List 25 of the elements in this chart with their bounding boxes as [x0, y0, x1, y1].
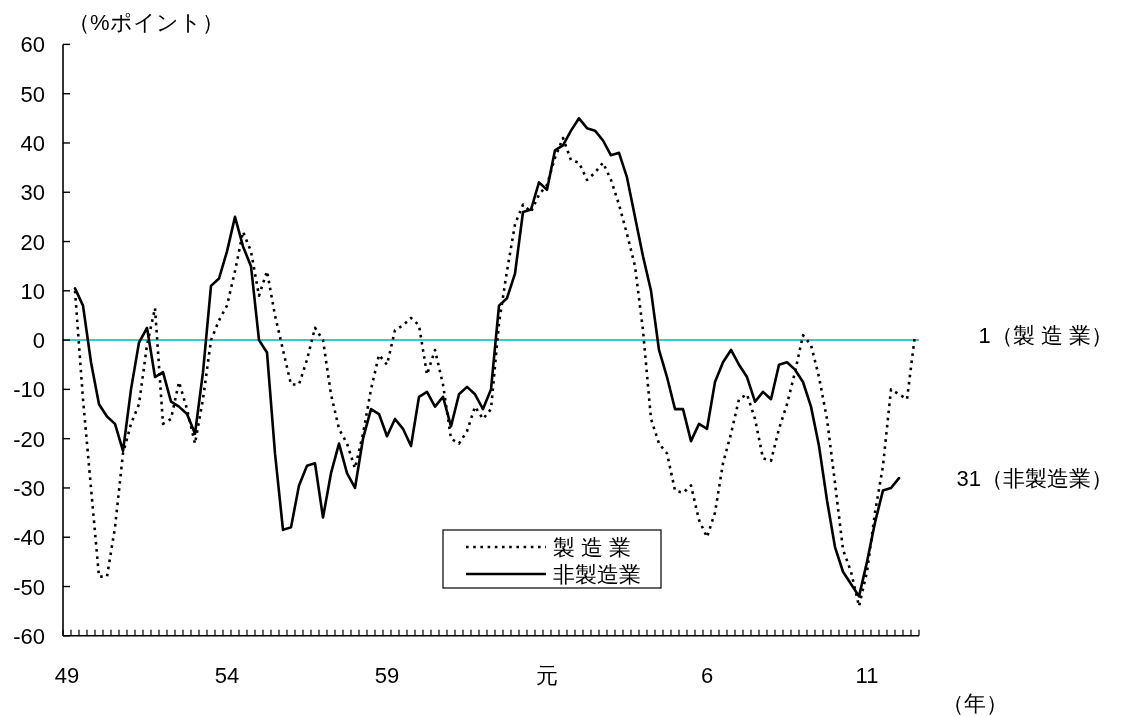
ylabel: （%ポイント）	[68, 10, 224, 35]
y-tick-label: -30	[13, 475, 45, 501]
y-tick-label: -10	[13, 377, 45, 403]
y-tick-label: -50	[13, 574, 45, 600]
x-tick-label: 11	[855, 663, 879, 688]
annotation: 1（製 造 業）	[978, 323, 1113, 349]
y-tick-label: 30	[20, 180, 45, 206]
y-tick-label: -20	[13, 426, 45, 452]
xlabel: （年）	[942, 691, 1008, 716]
x-tick-label: 54	[214, 663, 240, 688]
x-tick-label: 元	[536, 663, 558, 688]
y-tick-label: -60	[13, 623, 45, 649]
y-tick-label: -40	[13, 525, 45, 551]
y-tick-label: 50	[20, 81, 45, 107]
y-tick-label: 10	[20, 278, 45, 304]
legend-label: 非製造業	[553, 562, 641, 587]
x-tick-label: 6	[700, 663, 714, 688]
y-tick-label: 40	[20, 130, 45, 156]
annotation: 31（非製造業）	[956, 466, 1113, 492]
y-tick-label: 0	[32, 328, 45, 354]
y-tick-label: 60	[20, 32, 45, 58]
x-tick-label: 49	[54, 663, 80, 688]
y-tick-label: 20	[20, 229, 45, 255]
legend-label: 製 造 業	[553, 535, 632, 560]
x-tick-label: 59	[374, 663, 400, 688]
